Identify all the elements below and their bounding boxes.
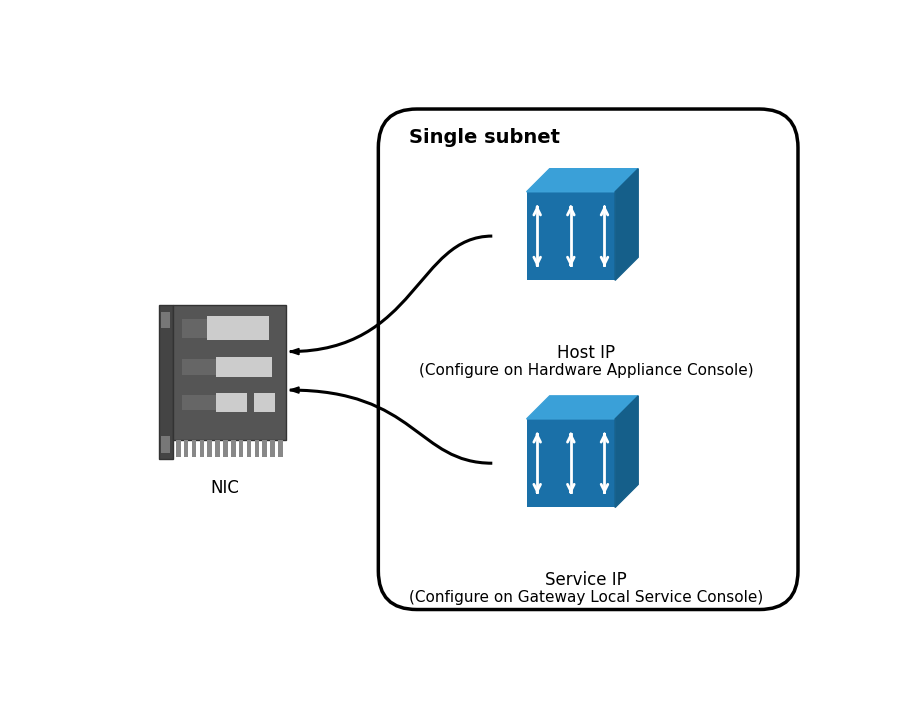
Bar <box>199 440 204 457</box>
FancyBboxPatch shape <box>378 109 798 609</box>
Bar <box>271 440 275 457</box>
Bar <box>278 440 282 457</box>
Bar <box>159 305 173 460</box>
Bar <box>247 440 251 457</box>
Polygon shape <box>615 396 638 508</box>
Bar <box>182 395 216 410</box>
Bar <box>192 440 197 457</box>
Bar <box>182 319 216 338</box>
Bar <box>161 311 170 329</box>
Bar <box>254 393 274 412</box>
Bar <box>182 359 225 374</box>
Text: Service IP: Service IP <box>546 571 627 589</box>
Bar <box>216 440 220 457</box>
Text: Single subnet: Single subnet <box>409 128 560 147</box>
Bar <box>161 436 170 453</box>
Bar <box>223 440 228 457</box>
Bar <box>526 192 615 281</box>
Text: NIC: NIC <box>210 478 239 497</box>
Bar <box>254 440 260 457</box>
Bar <box>184 440 188 457</box>
Bar <box>239 440 243 457</box>
Text: Host IP: Host IP <box>558 344 615 362</box>
Bar <box>207 316 269 340</box>
Bar <box>176 440 181 457</box>
Bar <box>216 393 248 412</box>
Polygon shape <box>290 349 299 354</box>
Bar <box>526 419 615 508</box>
Bar <box>262 440 267 457</box>
Text: (Configure on Gateway Local Service Console): (Configure on Gateway Local Service Cons… <box>409 590 763 605</box>
Bar <box>207 440 212 457</box>
Polygon shape <box>526 396 638 419</box>
Bar <box>173 305 286 440</box>
Text: (Configure on Hardware Appliance Console): (Configure on Hardware Appliance Console… <box>419 363 753 378</box>
Bar <box>231 440 236 457</box>
Polygon shape <box>615 169 638 281</box>
Polygon shape <box>290 387 299 393</box>
Polygon shape <box>526 169 638 192</box>
Bar <box>216 357 272 377</box>
